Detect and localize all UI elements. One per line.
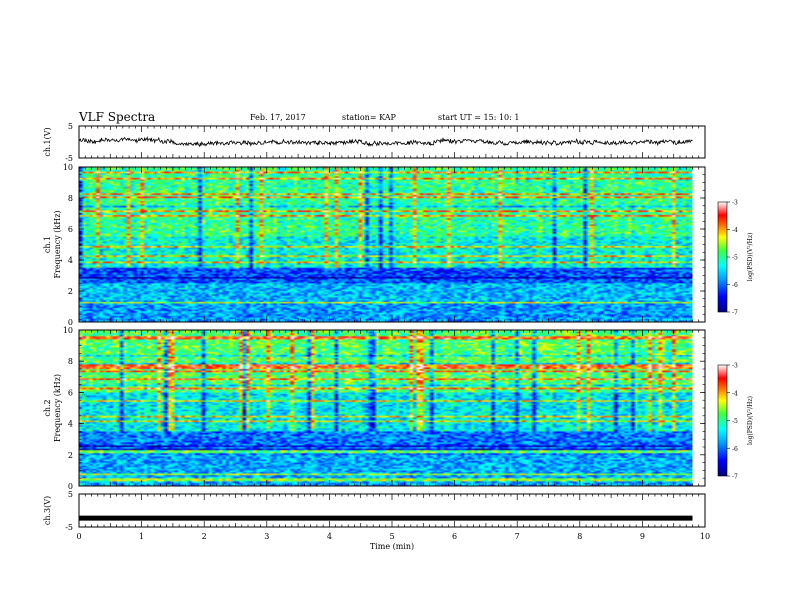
x-tick-label: 5 [389, 532, 394, 541]
ch2-colorbar [717, 364, 728, 477]
colorbar-tick-label: -7 [732, 474, 738, 481]
colorbar-tick-label: -5 [732, 418, 738, 425]
channel-label: ch.2 [43, 399, 52, 416]
figure-title: VLF Spectra [79, 110, 156, 124]
x-tick-label: 0 [76, 532, 81, 541]
x-tick-label: 8 [577, 532, 582, 541]
channel-label: ch.1 [43, 236, 52, 253]
x-tick-label: 7 [515, 532, 520, 541]
y-tick-label: 0 [68, 318, 73, 327]
y-axis-label: ch.3(V) [43, 496, 52, 525]
y-tick-label: 2 [68, 287, 73, 296]
x-tick-label: 1 [139, 532, 144, 541]
y-tick-label: 4 [68, 256, 73, 265]
start-time-label: start UT = 15: 10: 1 [438, 113, 520, 122]
colorbar-tick-label: -4 [732, 227, 738, 234]
x-tick-label: 10 [700, 532, 710, 541]
colorbar-tick-label: -3 [732, 200, 738, 207]
colorbar-tick-label: -7 [732, 310, 738, 317]
y-tick-label: 5 [68, 122, 73, 131]
colorbar-tick-label: -6 [732, 446, 738, 453]
colorbar-tick-label: -4 [732, 390, 738, 397]
ch1-waveform-line [78, 135, 693, 148]
x-tick-label: 4 [327, 532, 332, 541]
colorbar-tick-label: -5 [732, 255, 738, 262]
y-tick-label: 8 [68, 194, 73, 203]
ch1-colorbar [717, 201, 728, 313]
ch1-spectrogram-image [79, 167, 693, 322]
colorbar-tick-label: -6 [732, 282, 738, 289]
y-axis-label: Frequency (kHz) [53, 210, 62, 278]
y-axis-label: Frequency (kHz) [53, 374, 62, 442]
y-tick-label: 0 [68, 482, 73, 491]
x-tick-label: 2 [202, 532, 207, 541]
y-tick-label: 10 [63, 326, 73, 335]
x-tick-label: 6 [452, 532, 457, 541]
date-label: Feb. 17, 2017 [250, 113, 306, 122]
y-tick-label: 6 [68, 225, 73, 234]
y-tick-label: 10 [63, 163, 73, 172]
y-tick-label: 6 [68, 388, 73, 397]
x-tick-label: 3 [264, 532, 269, 541]
station-label: station= KAP [342, 113, 396, 122]
y-tick-label: 2 [68, 451, 73, 460]
ch2-spectrogram-image [79, 330, 693, 486]
y-tick-label: 5 [68, 490, 73, 499]
y-tick-label: 4 [68, 420, 73, 429]
y-axis-label: ch.1(V) [43, 127, 52, 156]
colorbar-tick-label: -3 [732, 363, 738, 370]
x-axis-label: Time (min) [370, 542, 414, 551]
y-tick-label: 8 [68, 357, 73, 366]
y-tick-label: -5 [65, 154, 73, 163]
colorbar-label: log(PSD)(V²/Hz) [747, 233, 754, 282]
colorbar-label: log(PSD)(V²/Hz) [747, 396, 754, 445]
y-tick-label: -5 [65, 523, 73, 532]
x-tick-label: 9 [640, 532, 645, 541]
